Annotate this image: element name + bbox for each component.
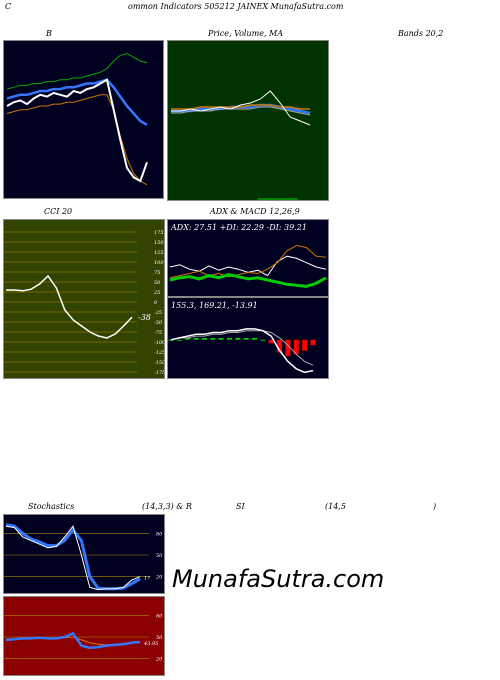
macd-histogram-bar xyxy=(218,337,224,340)
adx-panel: ADX: 27.51 +DI: 22.29 -DI: 39.21 xyxy=(167,219,329,297)
stoch-d-line xyxy=(5,523,141,591)
macd-histogram-bar xyxy=(201,337,207,340)
bb-lower-line xyxy=(6,94,148,186)
stoch-last-label: 17 xyxy=(144,576,151,582)
cci-tick-label: 25 xyxy=(153,290,160,296)
macd-histogram-bar xyxy=(176,339,182,341)
label-rsi-close: ) xyxy=(433,502,437,511)
macd-histogram-bar xyxy=(293,339,299,355)
cci-last-label: -38 xyxy=(138,313,151,322)
stoch-panel: 80 50 20 17 xyxy=(3,514,165,594)
cci-tick-label: -50 xyxy=(154,320,163,326)
bb-price-line xyxy=(6,78,148,183)
price-chart xyxy=(171,90,311,200)
label-stochastics: Stochastics xyxy=(28,502,75,511)
cci-tick-label: -125 xyxy=(154,350,164,356)
rsi-line xyxy=(5,631,141,650)
bollinger-chart xyxy=(6,52,148,186)
watermark: MunafaSutra.com xyxy=(172,565,385,593)
macd-histogram-bar xyxy=(226,337,232,340)
cci-panel: 175 150 125 100 75 50 25 0 -25 -50 -75 -100 -125 -150… xyxy=(3,219,165,379)
stochastics-chart: 80 50 20 17 xyxy=(4,523,163,591)
cci-tick-label: 100 xyxy=(154,260,164,266)
adx-chart: ADX: 27.51 +DI: 22.29 -DI: 39.21 xyxy=(169,223,327,288)
bollinger-panel xyxy=(3,40,164,199)
cci-tick-label: 150 xyxy=(154,240,164,246)
cci-tick-label: -175 xyxy=(154,370,164,376)
stoch-tick-label: 50 xyxy=(156,553,163,559)
rsi-chart: 80 50 20 43.95 xyxy=(4,613,163,663)
macd-histogram-bar xyxy=(252,337,258,340)
label-bands: Bands 20,2 xyxy=(398,29,444,38)
label-stoch-params: (14,3,3) & R xyxy=(142,502,192,511)
cci-chart: 175 150 125 100 75 50 25 0 -25 -50 -75 -100 -125 -150… xyxy=(4,230,164,376)
macd-histogram-bar xyxy=(260,339,266,341)
cci-tick-label: 50 xyxy=(154,280,161,286)
page-title: ommon Indicators 505212 JAINEX MunafaSut… xyxy=(128,2,344,11)
macd-histogram-bar xyxy=(193,337,199,340)
macd-signal-line xyxy=(170,330,314,366)
price-line xyxy=(171,90,311,126)
macd-panel: 155.3, 169.21, -13.91 xyxy=(167,297,329,379)
cci-line xyxy=(6,274,133,339)
rsi-tick-label: 20 xyxy=(155,657,163,663)
bb-upper-line xyxy=(6,52,148,90)
macd-line xyxy=(170,328,314,374)
stoch-tick-label: 20 xyxy=(155,575,163,581)
adx-line xyxy=(169,273,327,288)
cci-tick-label: -25 xyxy=(154,310,162,316)
label-adx-macd: ADX & MACD 12,26,9 xyxy=(210,207,300,216)
rsi-tick-label: 80 xyxy=(156,613,163,619)
label-price-sma: Price, Volume, MA xyxy=(208,29,284,38)
cci-tick-label: 175 xyxy=(154,230,164,236)
cci-tick-label: 75 xyxy=(154,270,160,276)
macd-chart: 155.3, 169.21, -13.91 xyxy=(168,301,316,374)
cci-tick-label: 125 xyxy=(154,250,164,256)
macd-histogram-bar xyxy=(168,339,174,341)
macd-histogram-bar xyxy=(310,339,316,346)
macd-histogram-bar xyxy=(185,337,191,340)
macd-annotation: 155.3, 169.21, -13.91 xyxy=(171,301,258,310)
stoch-k-line xyxy=(5,525,141,591)
macd-histogram-bar xyxy=(285,339,291,357)
macd-histogram-bar xyxy=(210,337,216,340)
rsi-tick-label: 50 xyxy=(156,635,163,641)
rsi-last-label: 43.95 xyxy=(143,641,158,647)
stoch-tick-label: 80 xyxy=(156,531,163,537)
label-cci: CCI 20 xyxy=(44,207,73,216)
rsi-panel: 80 50 20 43.95 xyxy=(3,596,165,676)
macd-histogram-bar xyxy=(277,339,283,353)
sma-line-2 xyxy=(171,104,310,110)
minus-di-line xyxy=(169,244,327,279)
price-panel xyxy=(167,40,329,201)
bb-middle-line xyxy=(6,78,148,126)
cci-tick-label: 0 xyxy=(154,300,158,306)
label-rsi-params: (14,5 xyxy=(325,502,346,511)
macd-histogram-bar xyxy=(302,339,308,351)
label-rsi: SI xyxy=(236,502,245,511)
adx-annotation: ADX: 27.51 +DI: 22.29 -DI: 39.21 xyxy=(170,223,307,232)
cci-tick-label: -150 xyxy=(154,360,164,366)
macd-histogram-bar xyxy=(268,339,274,344)
macd-histogram-bar xyxy=(243,337,249,340)
cci-tick-label: -75 xyxy=(154,330,162,336)
letter-c: C xyxy=(5,2,12,11)
macd-histogram-bar xyxy=(235,337,241,340)
sma-line-3 xyxy=(171,106,311,116)
cci-tick-label: -100 xyxy=(154,340,164,346)
label-b: B xyxy=(46,29,52,38)
